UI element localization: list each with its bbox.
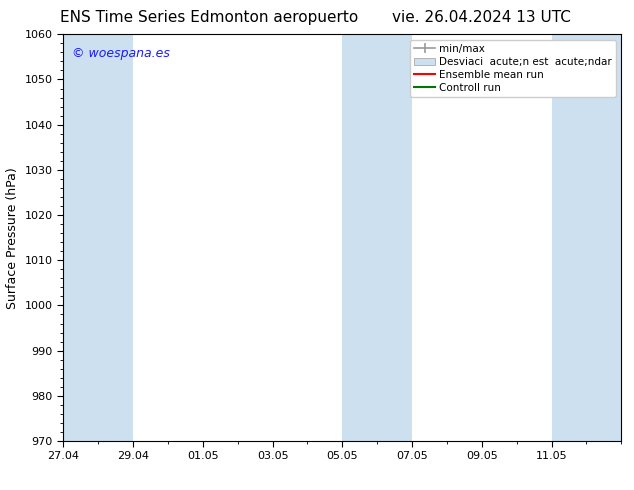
Text: vie. 26.04.2024 13 UTC: vie. 26.04.2024 13 UTC: [392, 10, 571, 25]
Y-axis label: Surface Pressure (hPa): Surface Pressure (hPa): [6, 167, 19, 309]
Text: © woespana.es: © woespana.es: [72, 47, 170, 59]
Legend: min/max, Desviaci  acute;n est  acute;ndar, Ensemble mean run, Controll run: min/max, Desviaci acute;n est acute;ndar…: [410, 40, 616, 97]
Bar: [63, 34, 133, 441]
Bar: [342, 34, 412, 441]
Bar: [552, 34, 621, 441]
Text: ENS Time Series Edmonton aeropuerto: ENS Time Series Edmonton aeropuerto: [60, 10, 358, 25]
